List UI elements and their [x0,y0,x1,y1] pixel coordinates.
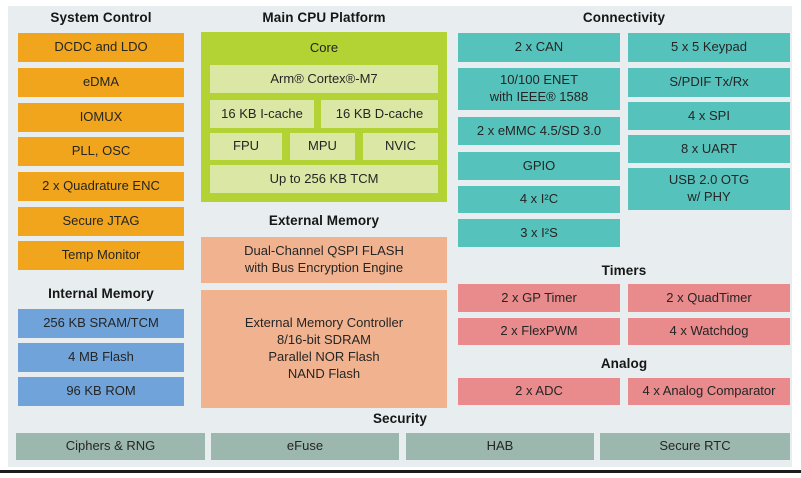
block-icache: 16 KB I-cache [210,100,314,128]
block-can: 2 x CAN [458,33,620,62]
block-edma: eDMA [18,68,184,97]
block-spi: 4 x SPI [628,102,790,130]
section-title-external-memory: External Memory [268,213,380,228]
block-emmc-sd: 2 x eMMC 4.5/SD 3.0 [458,117,620,145]
section-title-timers: Timers [601,263,647,278]
block-sram-tcm: 256 KB SRAM/TCM [18,309,184,338]
block-nvic: NVIC [363,133,438,160]
block-pll-osc: PLL, OSC [18,137,184,166]
block-dcdc-ldo: DCDC and LDO [18,33,184,62]
block-temp-monitor: Temp Monitor [18,241,184,270]
block-i2s: 3 x I²S [458,219,620,247]
block-flexpwm: 2 x FlexPWM [458,318,620,345]
block-iomux: IOMUX [18,103,184,132]
section-title-connectivity: Connectivity [582,10,666,25]
block-ciphers-rng: Ciphers & RNG [16,433,205,460]
section-title-analog: Analog [600,356,648,371]
block-secure-rtc: Secure RTC [600,433,790,460]
block-external-memory-controller: External Memory Controller 8/16-bit SDRA… [201,290,447,408]
block-4mb-flash: 4 MB Flash [18,343,184,372]
block-efuse: eFuse [211,433,399,460]
block-adc: 2 x ADC [458,378,620,405]
block-usb-otg: USB 2.0 OTG w/ PHY [628,168,790,210]
block-tcm: Up to 256 KB TCM [210,165,438,193]
block-hab: HAB [406,433,594,460]
block-keypad: 5 x 5 Keypad [628,33,790,62]
block-qspi-flash: Dual-Channel QSPI FLASH with Bus Encrypt… [201,237,447,283]
section-title-security: Security [372,411,428,426]
block-quadrature-enc: 2 x Quadrature ENC [18,172,184,201]
core-label: Core [309,40,339,55]
block-gpio: GPIO [458,152,620,180]
block-fpu: FPU [210,133,282,160]
block-secure-jtag: Secure JTAG [18,207,184,236]
figure-bottom-rule [0,470,801,473]
block-dcache: 16 KB D-cache [321,100,438,128]
cpu-platform-container: Core Arm® Cortex®-M7 16 KB I-cache 16 KB… [201,32,447,202]
block-spdif: S/PDIF Tx/Rx [628,68,790,97]
block-enet: 10/100 ENET with IEEE® 1588 [458,68,620,110]
section-title-main-cpu-platform: Main CPU Platform [262,10,386,25]
block-mpu: MPU [290,133,355,160]
block-gp-timer: 2 x GP Timer [458,284,620,312]
block-analog-comparator: 4 x Analog Comparator [628,378,790,405]
block-quadtimer: 2 x QuadTimer [628,284,790,312]
block-96kb-rom: 96 KB ROM [18,377,184,406]
section-title-system-control: System Control [50,10,152,25]
block-i2c: 4 x I²C [458,186,620,213]
block-uart: 8 x UART [628,135,790,163]
block-arm-cortex-m7: Arm® Cortex®-M7 [210,65,438,93]
section-title-internal-memory: Internal Memory [48,286,154,301]
block-watchdog: 4 x Watchdog [628,318,790,345]
